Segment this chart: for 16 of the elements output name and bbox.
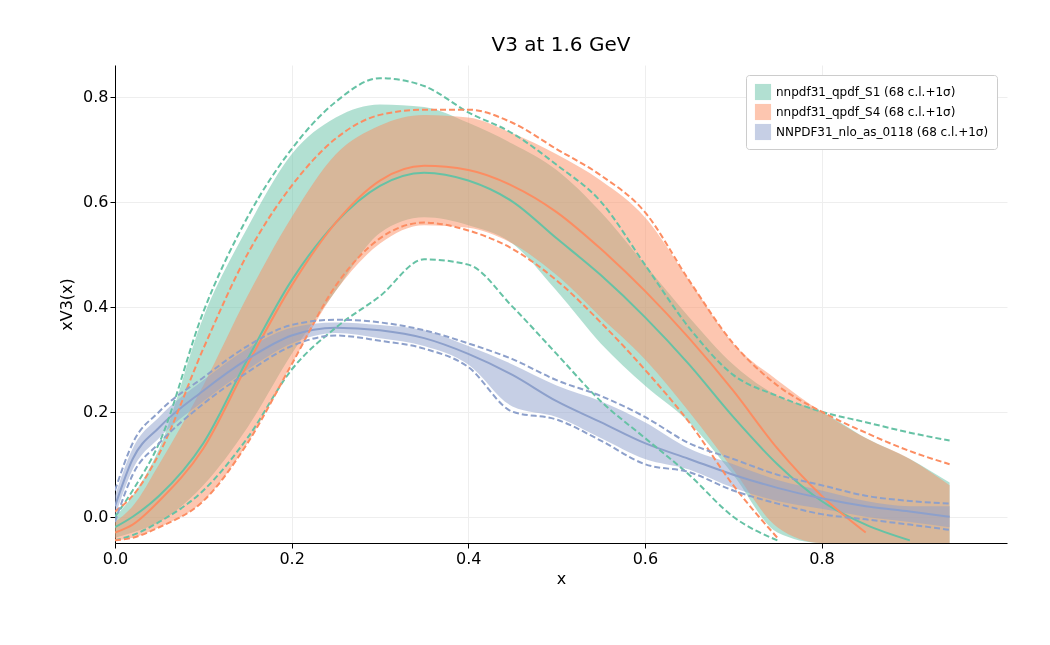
legend-label: NNPDF31_nlo_as_0118 (68 c.l.+1σ) (776, 125, 989, 139)
y-tick-label: 0.6 (83, 192, 109, 212)
y-tick-label: 0.8 (83, 87, 109, 107)
y-tick-label: 0.0 (83, 507, 109, 527)
x-tick-label: 0.6 (632, 548, 659, 568)
x-tick-label: 0.4 (456, 548, 482, 568)
legend-label: nnpdf31_qpdf_S1 (68 c.l.+1σ) (776, 85, 956, 99)
y-tick-label: 0.4 (83, 297, 109, 317)
x-tick-label: 0.2 (279, 548, 305, 568)
chart-title: V3 at 1.6 GeV (491, 32, 631, 56)
y-axis-title: xV3(x) (57, 278, 77, 331)
y-tick-label: 0.2 (83, 402, 109, 422)
x-axis-title: x (556, 568, 567, 588)
legend-label: nnpdf31_qpdf_S4 (68 c.l.+1σ) (776, 105, 956, 119)
x-tick-label: 0.8 (809, 548, 835, 568)
x-tick-label: 0.0 (102, 548, 129, 568)
